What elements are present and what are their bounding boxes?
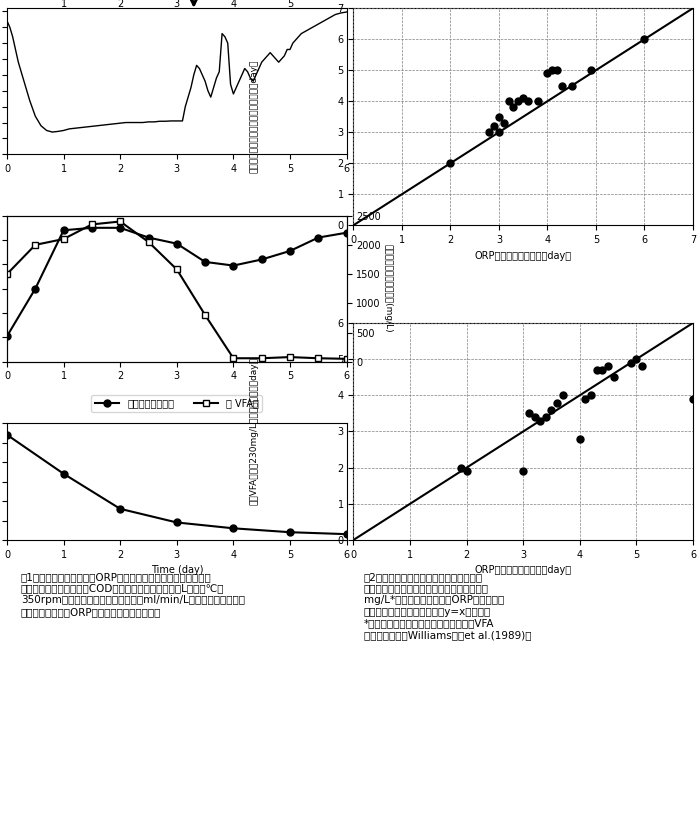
X-axis label: ORPが急上昇する時期（day）: ORPが急上昇する時期（day）	[475, 565, 572, 575]
Text: 図2　液中アンモニウム濃度が最低になる
時期、及び液中総揮発性脂肪酸濃度が２３０
mg/L*に低下する時期と、ORPが急上昇す
る時期の相関。図中の直線はy=x: 図2 液中アンモニウム濃度が最低になる 時期、及び液中総揮発性脂肪酸濃度が２３０…	[364, 572, 531, 640]
Text: 1: 1	[60, 0, 66, 9]
アンモニウム濃度	[88, 223, 96, 233]
アンモニウム濃度	[173, 239, 181, 249]
Point	[503, 95, 514, 108]
Point	[508, 101, 519, 114]
Point	[636, 360, 648, 373]
Point	[552, 64, 563, 77]
Point	[524, 407, 535, 420]
Point	[512, 95, 524, 108]
総 VFA量	[116, 217, 125, 227]
総 VFA量	[201, 310, 209, 320]
総 VFA量	[258, 353, 266, 363]
総 VFA量	[229, 353, 237, 363]
総 VFA量	[342, 354, 351, 364]
Point	[461, 465, 472, 478]
Line: アンモニウム濃度: アンモニウム濃度	[4, 224, 350, 339]
Y-axis label: 総コVFA濃度が230mg/L以下となる時期（day）: 総コVFA濃度が230mg/L以下となる時期（day）	[249, 357, 258, 506]
Point	[494, 126, 505, 139]
アンモニウム濃度	[229, 261, 237, 271]
Point	[484, 126, 495, 139]
Point	[625, 356, 636, 369]
アンモニウム濃度	[31, 284, 39, 294]
Point	[542, 67, 553, 80]
Point	[532, 95, 543, 108]
Point	[585, 64, 596, 77]
Point	[592, 363, 603, 376]
Point	[522, 95, 533, 108]
Point	[489, 119, 500, 133]
Y-axis label: 液中総揮発性脂肪酸濃度(mg/L): 液中総揮発性脂肪酸濃度(mg/L)	[383, 245, 392, 333]
Point	[580, 393, 591, 406]
Point	[517, 465, 528, 478]
Point	[566, 79, 578, 92]
Point	[603, 360, 614, 373]
総 VFA量	[60, 234, 68, 244]
アンモニウム濃度	[116, 223, 125, 233]
総 VFA量	[314, 353, 323, 363]
アンモニウム濃度	[60, 225, 68, 235]
総 VFA量	[31, 240, 39, 249]
Point	[517, 92, 528, 105]
Point	[574, 432, 585, 445]
Point	[639, 33, 650, 46]
Point	[585, 389, 596, 402]
Point	[498, 116, 510, 129]
Point	[529, 411, 540, 424]
Point	[540, 411, 552, 424]
Legend: アンモニウム濃度, 総 VFA量: アンモニウム濃度, 総 VFA量	[91, 394, 262, 412]
Text: 4: 4	[230, 0, 237, 9]
Point	[444, 157, 456, 170]
Point	[552, 396, 563, 409]
Point	[557, 389, 568, 402]
X-axis label: ORPが急上昇する時期（day）: ORPが急上昇する時期（day）	[475, 250, 572, 260]
アンモニウム濃度	[342, 227, 351, 237]
Point	[687, 393, 699, 406]
Text: 2: 2	[117, 0, 123, 9]
Point	[608, 371, 620, 384]
アンモニウム濃度	[286, 246, 294, 256]
Point	[455, 461, 466, 474]
Point	[547, 64, 558, 77]
Text: 図1　液肝化過程におけるORP、液中アンモニウム濃度、液中揮
発性脂肪酸濃度、およびCODの推移の例（豚ふん尿３Lを４０℃、
350rpmで撹拌、散気管を通じ５: 図1 液肝化過程におけるORP、液中アンモニウム濃度、液中揮 発性脂肪酸濃度、お…	[21, 572, 245, 617]
Text: 3: 3	[174, 0, 180, 9]
総 VFA量	[3, 269, 11, 279]
総 VFA量	[144, 237, 153, 247]
Point	[631, 353, 642, 366]
Point	[546, 403, 557, 416]
総 VFA量	[286, 353, 294, 362]
Text: 5: 5	[287, 0, 293, 9]
Line: 総 VFA量: 総 VFA量	[4, 218, 350, 362]
Point	[494, 110, 505, 124]
アンモニウム濃度	[258, 254, 266, 264]
アンモニウム濃度	[201, 257, 209, 267]
Y-axis label: アンモニウム濃度が最低になる時期（day）: アンモニウム濃度が最低になる時期（day）	[249, 60, 258, 173]
Point	[556, 79, 568, 92]
アンモニウム濃度	[314, 232, 323, 242]
Point	[597, 363, 608, 376]
X-axis label: Time (day): Time (day)	[150, 565, 203, 575]
アンモニウム濃度	[3, 331, 11, 341]
総 VFA量	[173, 264, 181, 274]
総 VFA量	[88, 219, 96, 229]
アンモニウム濃度	[144, 232, 153, 242]
Point	[535, 414, 546, 427]
